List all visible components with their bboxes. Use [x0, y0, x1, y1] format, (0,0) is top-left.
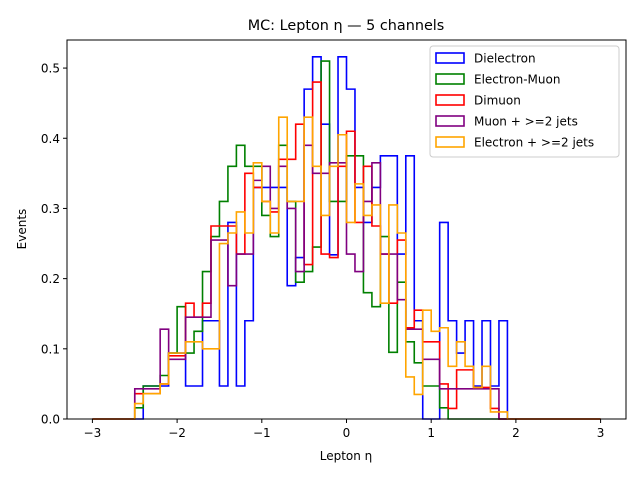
- chart-title: MC: Lepton η — 5 channels: [248, 18, 445, 34]
- x-axis-label: Lepton η: [320, 449, 373, 463]
- legend-label: Electron + >=2 jets: [474, 136, 594, 150]
- x-tick-label: −2: [168, 426, 186, 440]
- series-5-outline: [92, 116, 601, 420]
- x-tick-label: 2: [512, 426, 520, 440]
- x-tick-label: 1: [427, 426, 435, 440]
- x-tick-label: 0: [343, 426, 351, 440]
- x-axis: −3 −2 −1 0 1 2 3: [84, 419, 605, 440]
- x-tick-label: −1: [253, 426, 271, 440]
- series-1-outline: [92, 56, 601, 420]
- legend-label: Dielectron: [474, 52, 536, 66]
- series-3-outline: [92, 81, 601, 420]
- y-axis: 0.0 0.1 0.2 0.3 0.4 0.5: [41, 62, 67, 427]
- y-tick-label: 0.3: [41, 202, 60, 216]
- x-tick-label: −3: [84, 426, 102, 440]
- plot-area: [92, 56, 601, 420]
- legend-swatch: [435, 94, 465, 106]
- y-axis-label: Events: [15, 209, 29, 250]
- legend-swatch: [435, 115, 465, 127]
- legend-label: Dimuon: [474, 94, 521, 108]
- legend-swatch: [435, 136, 465, 148]
- x-tick-label: 3: [597, 426, 605, 440]
- legend-swatch: [435, 73, 465, 85]
- y-tick-label: 0.5: [41, 62, 60, 76]
- legend-box: [429, 45, 620, 158]
- y-tick-label: 0.2: [41, 272, 60, 286]
- y-tick-label: 0.4: [41, 132, 60, 146]
- legend: Dielectron Electron-Muon Dimuon Muon + >=2 …: [429, 45, 620, 158]
- legend-swatch: [435, 52, 465, 64]
- legend-label: Muon + >=2 jets: [474, 115, 578, 129]
- legend-label: Electron-Muon: [474, 73, 560, 87]
- y-tick-label: 0.0: [41, 413, 60, 427]
- y-tick-label: 0.1: [41, 342, 60, 356]
